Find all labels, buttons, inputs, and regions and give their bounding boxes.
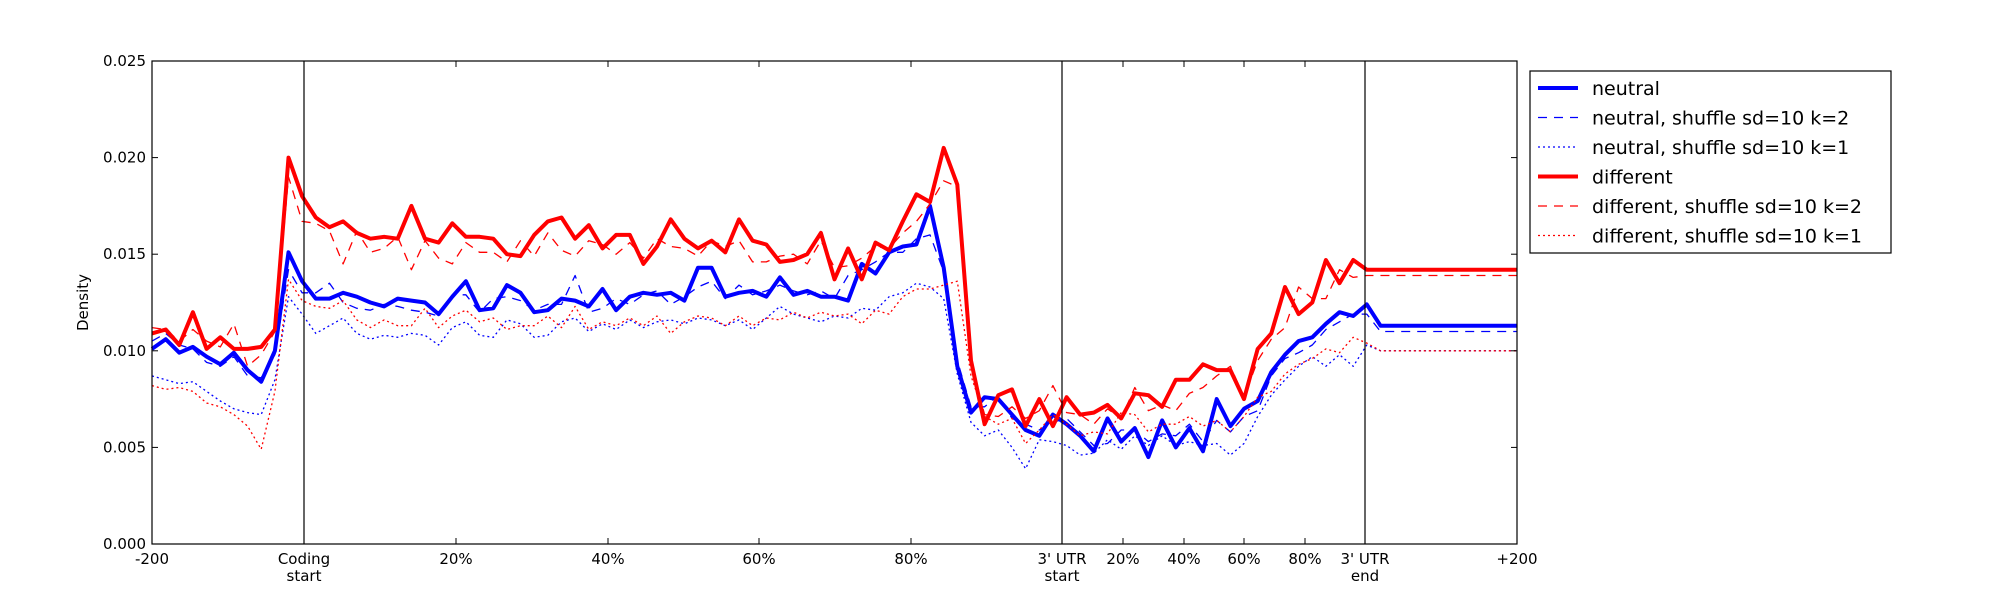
- y-tick-label: 0.005: [103, 438, 146, 456]
- x-tick-label: 80%: [894, 550, 927, 568]
- x-tick-label: 40%: [591, 550, 624, 568]
- series-line-1: [151, 234, 1517, 447]
- y-tick-label: 0.025: [103, 52, 146, 70]
- legend-label-0: neutral: [1592, 78, 1660, 100]
- series-line-3: [151, 145, 1517, 429]
- legend-label-2: neutral, shuffle sd=10 k=1: [1592, 137, 1849, 159]
- y-axis-label: Density: [74, 274, 92, 331]
- x-tick-label: -200: [135, 550, 169, 568]
- x-tick-label: 20%: [439, 550, 472, 568]
- region-dividers: [303, 61, 1366, 544]
- x-tick-label: 40%: [1167, 550, 1200, 568]
- x-tick-label: 80%: [1288, 550, 1321, 568]
- y-tick-label: 0.015: [103, 245, 146, 263]
- y-tick-label: 0.010: [103, 342, 146, 360]
- x-tick-label-line2: start: [1045, 567, 1080, 585]
- series-lines: [150, 145, 1517, 470]
- legend-label-4: different, shuffle sd=10 k=2: [1592, 196, 1862, 218]
- series-line-4: [151, 176, 1517, 425]
- y-tick-label: 0.020: [103, 149, 146, 167]
- x-tick-label: 60%: [1227, 550, 1260, 568]
- legend-label-5: different, shuffle sd=10 k=1: [1592, 226, 1862, 248]
- x-tick-label-line2: end: [1351, 567, 1379, 585]
- x-tick-label: 60%: [742, 550, 775, 568]
- x-tick-label: 3' UTR: [1038, 550, 1087, 568]
- y-tick-label: 0.000: [103, 535, 146, 553]
- legend: neutral neutral, shuffle sd=10 k=2 neutral…: [1529, 70, 1892, 254]
- y-axis: 0.000 0.005 0.010 0.015 0.020 0.025: [103, 52, 1517, 553]
- series-line-5: [151, 278, 1517, 450]
- x-tick-label: +200: [1496, 550, 1537, 568]
- legend-label-1: neutral, shuffle sd=10 k=2: [1592, 108, 1849, 130]
- legend-box: [1529, 70, 1892, 254]
- plot-frame: [151, 60, 1518, 545]
- x-tick-label-line2: start: [287, 567, 322, 585]
- x-tick-label: 3' UTR: [1341, 550, 1390, 568]
- legend-label-3: different: [1592, 167, 1673, 189]
- x-tick-label: Coding: [278, 550, 330, 568]
- series-line-0: [150, 203, 1517, 460]
- x-tick-label: 20%: [1106, 550, 1139, 568]
- series-line-2: [151, 282, 1517, 470]
